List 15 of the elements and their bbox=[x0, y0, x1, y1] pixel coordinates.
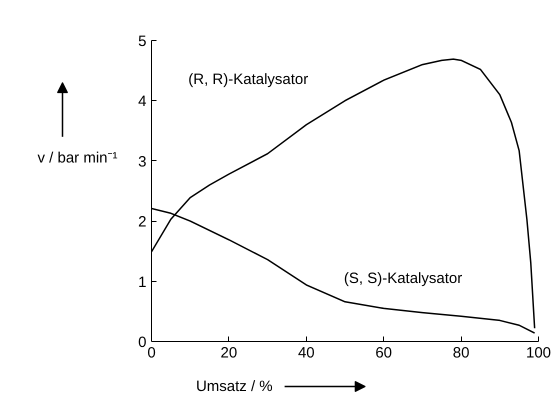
y-tick-label: 0 bbox=[138, 334, 146, 351]
y-tick-label: 5 bbox=[138, 33, 146, 50]
annotation: (S, S)-Katalysator bbox=[344, 270, 462, 287]
y-tick-label: 3 bbox=[138, 153, 146, 170]
y-tick-label: 4 bbox=[138, 93, 146, 110]
x-tick-label: 20 bbox=[220, 344, 238, 362]
y-tick-label: 2 bbox=[138, 214, 146, 231]
y-tick-label: 1 bbox=[138, 274, 146, 291]
x-tick-label: 100 bbox=[526, 344, 552, 362]
x-axis-title: Umsatz / % bbox=[196, 378, 273, 395]
x-tick-label: 60 bbox=[375, 344, 392, 362]
annotation: (R, R)-Katalysator bbox=[188, 71, 308, 88]
x-tick-label: 40 bbox=[298, 344, 315, 362]
x-tick-label: 80 bbox=[452, 344, 470, 362]
y-axis-title: v / bar min⁻¹ bbox=[38, 149, 118, 166]
